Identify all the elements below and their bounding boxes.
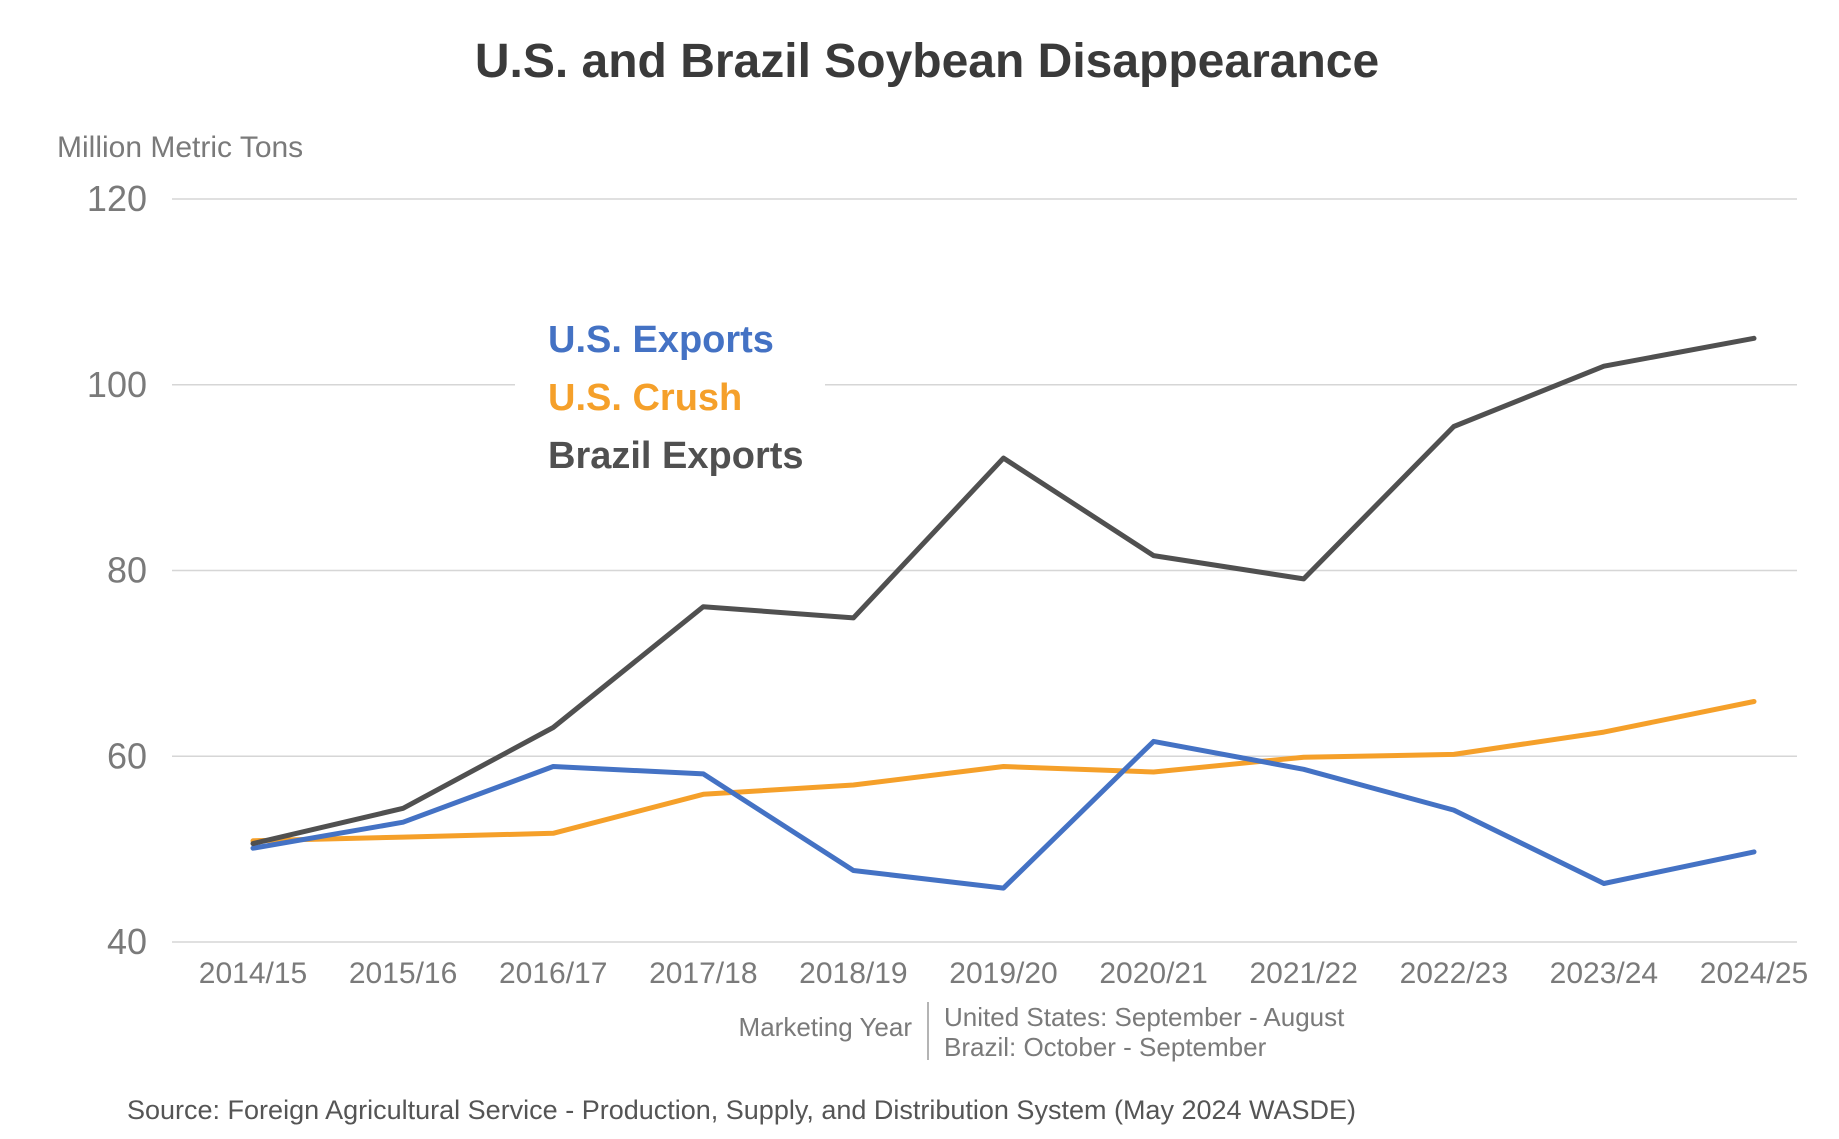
- x-tick-label: 2020/21: [1099, 957, 1207, 990]
- y-tick-label: 60: [107, 735, 147, 776]
- series-line-u-s-exports: [250, 738, 1757, 891]
- x-tick-label: 2014/15: [199, 957, 307, 990]
- y-tick-label: 80: [107, 550, 147, 591]
- x-tick-label: 2018/19: [799, 957, 907, 990]
- x-tick-label: 2016/17: [499, 957, 607, 990]
- x-tick-label: 2023/24: [1550, 957, 1658, 990]
- x-tick-label: 2017/18: [649, 957, 757, 990]
- source-note: Source: Foreign Agricultural Service - P…: [127, 1095, 1356, 1125]
- note-line-us: United States: September - August: [944, 1002, 1345, 1032]
- y-tick-label: 40: [107, 921, 147, 962]
- gridlines: [172, 198, 1797, 943]
- y-tick-label: 120: [87, 178, 147, 219]
- x-tick-label: 2022/23: [1400, 957, 1508, 990]
- y-axis-ticks: 40 60 80 100 120: [87, 178, 147, 962]
- y-tick-label: 100: [87, 364, 147, 405]
- legend: U.S. Exports U.S. Crush Brazil Exports: [548, 319, 804, 477]
- x-tick-label: 2021/22: [1249, 957, 1357, 990]
- series-lines: [250, 335, 1757, 891]
- legend-background: [515, 310, 825, 480]
- chart-title: U.S. and Brazil Soybean Disappearance: [475, 35, 1379, 88]
- x-tick-label: 2024/25: [1700, 957, 1808, 990]
- series-line-u-s-crush: [250, 699, 1757, 844]
- x-axis-label: Marketing Year: [739, 1012, 913, 1042]
- x-tick-label: 2019/20: [949, 957, 1057, 990]
- x-tick-label: 2015/16: [349, 957, 457, 990]
- y-axis-label: Million Metric Tons: [57, 131, 303, 164]
- legend-entry-brazil-exports: Brazil Exports: [548, 435, 804, 477]
- legend-entry-u-s-exports: U.S. Exports: [548, 319, 774, 361]
- series-line-brazil-exports: [250, 335, 1757, 847]
- note-line-brazil: Brazil: October - September: [944, 1032, 1267, 1062]
- legend-entry-u-s-crush: U.S. Crush: [548, 377, 742, 419]
- x-axis-ticks: 2014/15 2015/16 2016/17 2017/18 2018/19 2019/…: [199, 957, 1808, 990]
